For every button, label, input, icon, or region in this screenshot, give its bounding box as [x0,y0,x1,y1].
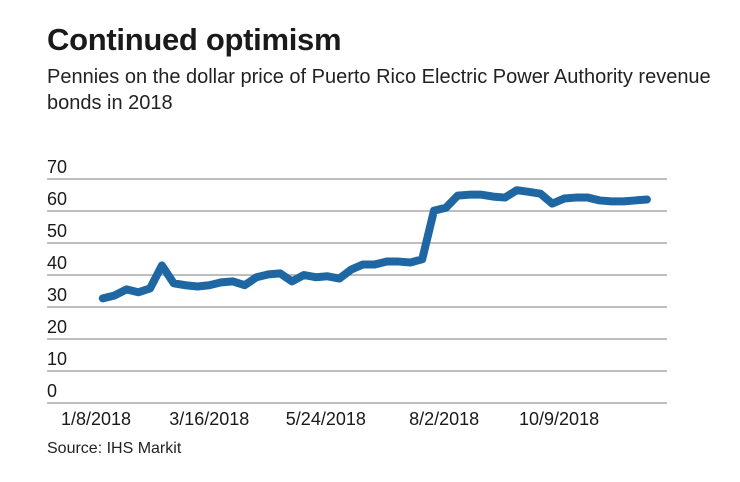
y-tick-label: 50 [47,221,67,241]
x-tick-label: 10/9/2018 [519,409,599,429]
data-point [279,272,281,274]
data-point [350,269,352,271]
data-point [634,199,636,201]
data-point [208,284,210,286]
data-point [291,280,293,282]
data-point [327,275,329,277]
data-point [149,287,151,289]
data-point [185,284,187,286]
data-point [161,264,163,266]
x-tick-label: 3/16/2018 [169,409,249,429]
data-point [244,284,246,286]
data-point [516,189,518,191]
chart-title: Continued optimism [47,22,342,57]
y-tick-label: 0 [47,381,57,401]
chart-subtitle: Pennies on the dollar price of Puerto Ri… [47,66,711,114]
data-point [114,294,116,296]
y-tick-label: 60 [47,189,67,209]
data-point [173,282,175,284]
data-point [362,263,364,265]
series-line [98,186,651,303]
data-point [575,197,577,199]
y-tick-label: 70 [47,157,67,177]
data-point [622,200,624,202]
data-point [398,261,400,263]
y-tick-label: 30 [47,285,67,305]
data-point [492,196,494,198]
data-point [433,210,435,212]
y-tick-label: 10 [47,349,67,369]
data-point [220,281,222,283]
data-point [457,195,459,197]
data-point [445,207,447,209]
data-point [386,261,388,263]
data-point [374,263,376,265]
data-point [587,197,589,199]
data-point [196,286,198,288]
data-point [315,276,317,278]
data-point [125,288,127,290]
data-point [303,274,305,276]
data-point [421,258,423,260]
data-point [267,273,269,275]
x-tick-label: 1/8/2018 [61,409,131,429]
data-point [563,198,565,200]
data-point [409,262,411,264]
x-tick-label: 8/2/2018 [409,409,479,429]
data-point [480,194,482,196]
data-point [137,291,139,293]
data-point [232,280,234,282]
data-point [504,197,506,199]
data-point [528,191,530,193]
source-note: Source: IHS Markit [47,440,182,457]
data-point [256,276,258,278]
y-tick-label: 20 [47,317,67,337]
x-tick-label: 5/24/2018 [286,409,366,429]
data-point [338,278,340,280]
data-point [551,203,553,205]
y-tick-label: 40 [47,253,67,273]
data-point [539,193,541,195]
data-point [646,198,648,200]
data-point [468,194,470,196]
data-point [610,200,612,202]
data-point [102,297,104,299]
data-point [599,199,601,201]
